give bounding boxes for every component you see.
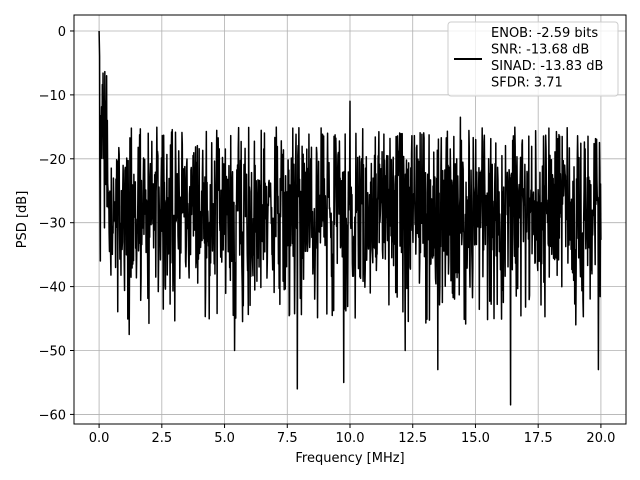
x-tick-label: 15.0 xyxy=(461,431,490,446)
y-axis-ticks: 0 −10 −20 −30 −40 −50 −60 xyxy=(39,25,74,423)
legend-entry-enob: ENOB: -2.59 bits xyxy=(491,26,598,41)
x-tick-label: 17.5 xyxy=(524,431,553,446)
y-tick-label: 0 xyxy=(58,25,66,40)
x-axis-label: Frequency [MHz] xyxy=(295,451,404,466)
legend-entry-sinad: SINAD: -13.83 dB xyxy=(491,59,603,74)
legend: ENOB: -2.59 bits SNR: -13.68 dB SINAD: -… xyxy=(447,21,619,97)
y-tick-label: −30 xyxy=(39,217,66,232)
x-tick-label: 10.0 xyxy=(336,431,365,446)
x-tick-label: 7.5 xyxy=(277,431,298,446)
x-tick-label: 12.5 xyxy=(398,431,427,446)
series-layer xyxy=(98,30,602,406)
y-axis-label: PSD [dB] xyxy=(15,191,30,249)
y-tick-label: −10 xyxy=(39,89,66,104)
legend-entry-snr: SNR: -13.68 dB xyxy=(491,43,589,58)
x-tick-label: 0.0 xyxy=(89,431,110,446)
legend-entry-sfdr: SFDR: 3.71 xyxy=(491,76,563,91)
x-tick-label: 5.0 xyxy=(214,431,235,446)
y-tick-label: −20 xyxy=(39,153,66,168)
x-tick-label: 20.0 xyxy=(586,431,615,446)
y-tick-label: −40 xyxy=(39,281,66,296)
y-tick-label: −60 xyxy=(39,408,66,423)
x-tick-label: 2.5 xyxy=(151,431,172,446)
legend-box xyxy=(447,21,619,97)
x-axis-ticks: 0.0 2.5 5.0 7.5 10.0 12.5 15.0 17.5 20.0 xyxy=(89,424,615,446)
psd-series-line xyxy=(98,30,602,406)
y-tick-label: −50 xyxy=(39,345,66,360)
